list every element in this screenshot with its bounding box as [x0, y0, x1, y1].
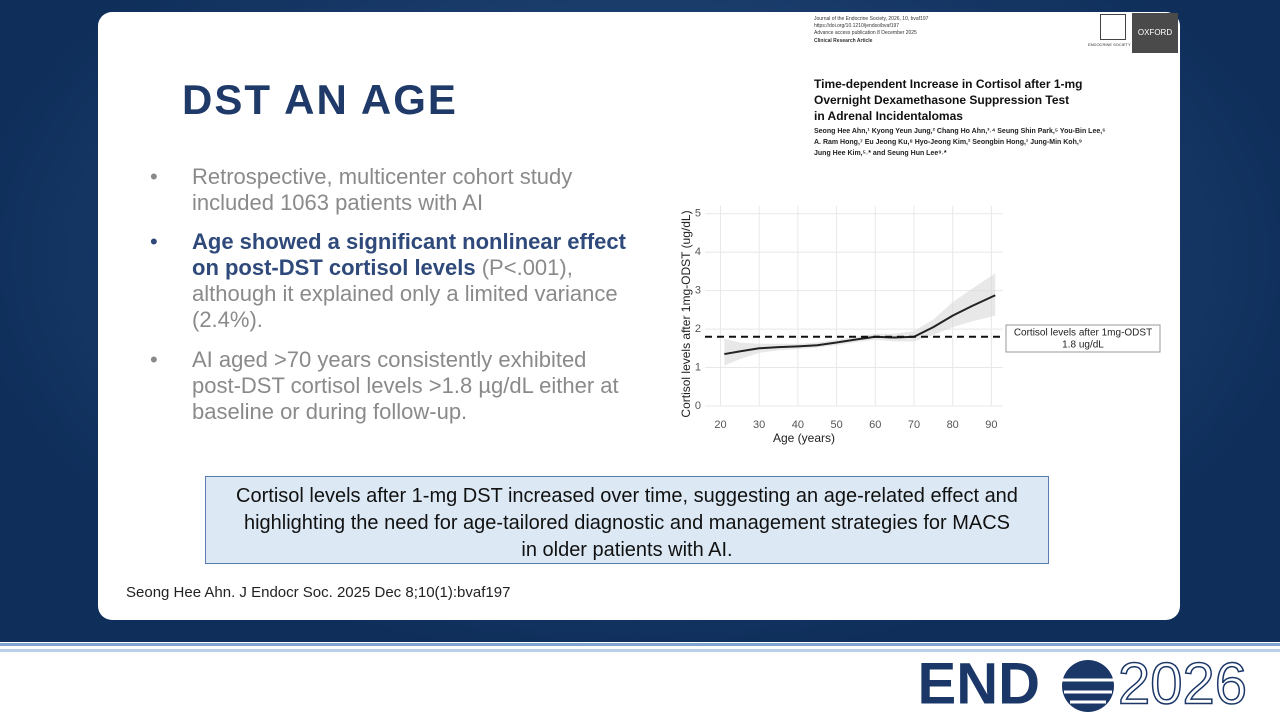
- y-tick-label: 5: [695, 208, 701, 220]
- logo-text: 2026: [1118, 651, 1247, 716]
- paper-authors: A. Ram Hong,⁷ Eu Jeong Ku,⁸ Hyo-Jeong Ki…: [814, 139, 1083, 146]
- x-tick-label: 20: [714, 419, 726, 431]
- logo-globe: [1062, 660, 1114, 712]
- line: [724, 294, 996, 356]
- citation: Seong Hee Ahn. J Endocr Soc. 2025 Dec 8;…: [126, 584, 511, 601]
- journal-meta: Clinical Research Article: [814, 38, 873, 44]
- bullet: • Retrospective, multicenter cohort study…: [150, 164, 630, 216]
- x-tick-label: 90: [985, 419, 997, 431]
- x-tick-label: 60: [869, 419, 881, 431]
- x-tick-label: 80: [947, 419, 959, 431]
- stripe: [0, 649, 1280, 652]
- slide-title: DST AN AGE: [182, 76, 458, 123]
- legend-box: [1005, 324, 1161, 353]
- bullet-text: AI aged >70 years consistently exhibited…: [192, 347, 619, 424]
- bullet: • Age showed a significant nonlinear effe…: [150, 229, 626, 332]
- paper-title: in Adrenal Incidentalomas: [814, 109, 963, 123]
- journal-meta: https://doi.org/10.1210/jendso/bvaf197: [814, 23, 900, 29]
- journal-meta: Advance access publication 8 December 20…: [814, 30, 917, 36]
- conclusion-box: Cortisol levels after 1-mg DST increased…: [205, 476, 1049, 564]
- x-tick-label: 30: [753, 419, 765, 431]
- bullet-text: (P<.001), although it explained only a l…: [192, 255, 618, 332]
- paper-title: Time-dependent Increase in Cortisol afte…: [814, 77, 1083, 91]
- x-tick-label: 70: [908, 419, 920, 431]
- x-axis-label: Age (years): [773, 431, 835, 445]
- x-tick-label: 40: [792, 419, 804, 431]
- bullet-text: Retrospective, multicenter cohort study …: [192, 164, 573, 215]
- y-tick-label: 2: [695, 323, 701, 335]
- publisher-logo: OXFORD: [1132, 13, 1178, 53]
- legend-text: 1.8 ug/dL: [1062, 340, 1104, 351]
- y-tick-label: 1: [695, 361, 701, 373]
- paper-authors: Seong Hee Ahn,¹ Kyong Yeun Jung,² Chang …: [814, 128, 1106, 135]
- society-name: ENDOCRINE SOCIETY: [1088, 42, 1131, 47]
- y-tick-label: 0: [695, 400, 701, 412]
- stripe: [0, 643, 1280, 646]
- y-tick-label: 3: [695, 285, 701, 297]
- paper-authors: Jung Hee Kim,⁵˒* and Seung Hun Lee⁹˒*: [814, 150, 947, 157]
- legend-text: Cortisol levels after 1mg-ODST: [1014, 328, 1152, 339]
- bullet-bold: Age showed a significant nonlinear effec…: [192, 229, 626, 280]
- bullet: • AI aged >70 years consistently exhibite…: [150, 347, 630, 425]
- y-axis-label: Cortisol levels after 1mg-ODST (ug/dL): [679, 210, 693, 417]
- paper-title: Overnight Dexamethasone Suppression Test: [814, 93, 1070, 107]
- y-tick-label: 4: [695, 246, 701, 258]
- logo-text: END: [918, 651, 1040, 716]
- confidence-band: [724, 273, 996, 366]
- society-logo: [1100, 14, 1126, 40]
- journal-meta: Journal of the Endocrine Society, 2026, …: [814, 16, 929, 22]
- x-tick-label: 50: [830, 419, 842, 431]
